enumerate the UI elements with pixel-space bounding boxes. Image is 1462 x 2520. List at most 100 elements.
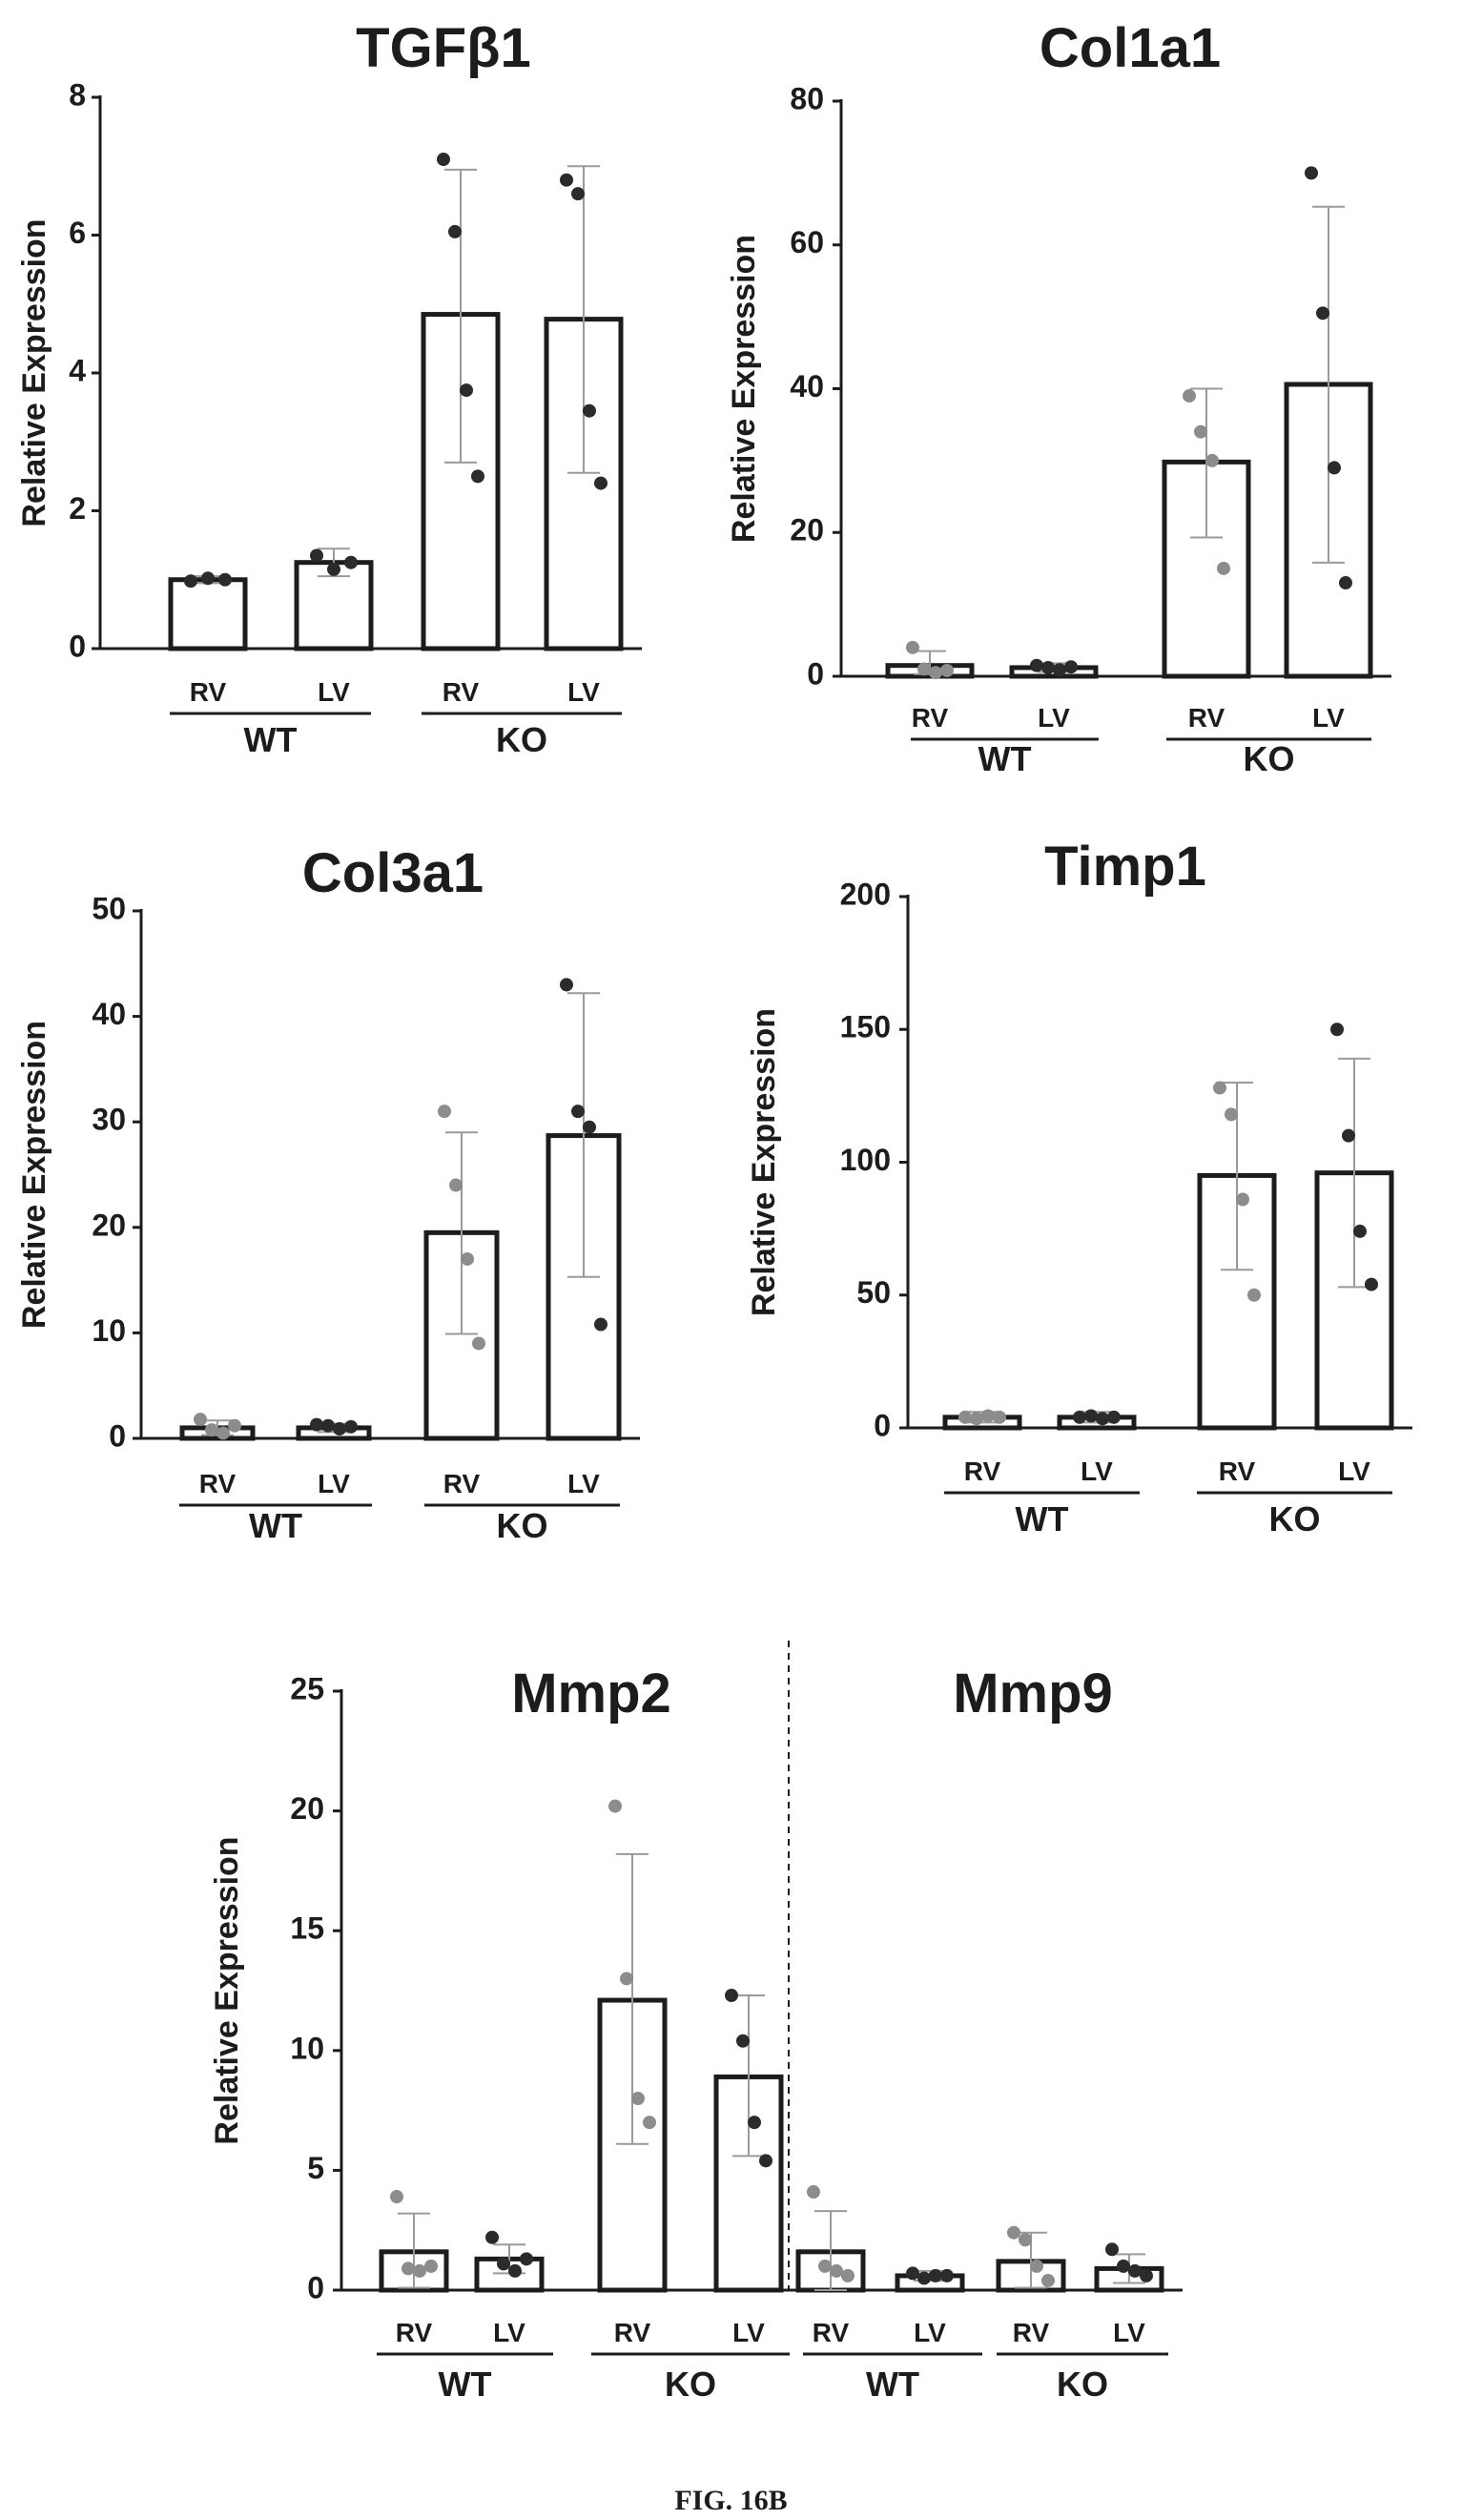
y-axis-label: Relative Expression	[726, 235, 762, 543]
data-point	[184, 574, 197, 589]
x-tick-label: LV	[567, 1469, 600, 1498]
group-label: KO	[1057, 2365, 1108, 2404]
data-point	[471, 469, 484, 484]
data-point	[1140, 2268, 1153, 2282]
group-label: WT	[244, 720, 298, 759]
bar	[544, 317, 624, 651]
data-point	[1096, 1412, 1109, 1426]
y-tick-label: 200	[840, 877, 891, 911]
chart-tgfb1: TGFβ1 Relative Expression 0 2 4 6 8 RV LV RV LV WT K…	[16, 17, 642, 759]
chart-title: Col1a1	[1040, 17, 1221, 79]
data-point	[449, 1178, 463, 1192]
data-point	[1030, 658, 1043, 672]
data-point	[1353, 1224, 1367, 1238]
data-point	[1225, 1107, 1238, 1122]
data-point	[216, 1426, 230, 1440]
y-tick-label: 4	[69, 353, 86, 387]
data-point	[1073, 1410, 1086, 1424]
data-point	[807, 2185, 820, 2200]
data-point	[460, 383, 473, 398]
x-tick-label: LV	[1312, 703, 1345, 733]
data-point	[218, 572, 232, 587]
y-tick-label: 50	[92, 891, 126, 925]
x-tick-label: LV	[1338, 1456, 1370, 1486]
chart-title: TGFβ1	[356, 17, 531, 79]
x-tick-label: RV	[1188, 703, 1225, 733]
data-point	[993, 1410, 1006, 1424]
chart-title: Mmp9	[953, 1663, 1113, 1725]
chart-mmp: Mmp2 Mmp9 Relative Expression 0 5 10 15 20 25 RV L…	[209, 1641, 1183, 2404]
x-tick-label: LV	[493, 2318, 525, 2347]
data-point	[571, 187, 585, 201]
data-point	[402, 2262, 415, 2276]
y-tick-label: 25	[290, 1671, 324, 1705]
data-point	[461, 1251, 474, 1266]
data-point	[310, 548, 323, 563]
x-tick-label: LV	[318, 677, 350, 707]
data-point	[413, 2263, 426, 2278]
data-point	[485, 2230, 499, 2244]
data-point	[327, 562, 340, 576]
data-point	[929, 2268, 942, 2282]
chart-title: Col3a1	[302, 842, 484, 904]
y-tick-label: 40	[92, 997, 126, 1031]
bar	[597, 1997, 668, 2293]
data-point	[1183, 389, 1196, 403]
data-point	[201, 571, 215, 586]
data-point	[1194, 424, 1207, 439]
data-point	[906, 2266, 919, 2281]
x-tick-label: RV	[912, 703, 949, 733]
data-point	[841, 2268, 855, 2282]
data-point	[1105, 2242, 1119, 2257]
y-tick-label: 20	[290, 1791, 324, 1826]
data-point	[228, 1418, 241, 1433]
data-point	[508, 2263, 522, 2278]
figure-caption: FIG. 16B	[674, 2485, 788, 2516]
data-point	[594, 476, 607, 490]
data-point	[736, 2034, 750, 2048]
x-tick-label: LV	[1113, 2318, 1145, 2347]
data-point	[1236, 1192, 1249, 1207]
y-tick-label: 15	[290, 1911, 324, 1946]
data-point	[1041, 660, 1055, 674]
x-tick-label: RV	[1219, 1456, 1256, 1486]
data-point	[1007, 2225, 1020, 2240]
data-point	[917, 2271, 931, 2285]
data-point	[560, 173, 573, 187]
y-tick-label: 2	[69, 491, 86, 526]
y-tick-label: 60	[790, 225, 824, 259]
y-axis-label: Relative Expression	[209, 1836, 245, 2144]
y-tick-label: 150	[840, 1010, 891, 1044]
data-point	[1328, 461, 1341, 475]
data-point	[1205, 453, 1219, 467]
y-tick-label: 50	[856, 1275, 891, 1310]
y-tick-label: 30	[92, 1103, 126, 1137]
group-label: KO	[496, 720, 547, 759]
group-label: WT	[978, 739, 1032, 778]
y-tick-label: 0	[807, 656, 824, 691]
data-point	[1128, 2263, 1142, 2278]
data-point	[981, 1409, 995, 1423]
data-point	[906, 640, 919, 654]
y-tick-label: 5	[307, 2151, 324, 2185]
data-point	[940, 2268, 954, 2282]
data-point	[438, 1105, 451, 1119]
x-tick-label: LV	[318, 1469, 350, 1498]
x-tick-label: RV	[813, 2318, 850, 2347]
data-point	[748, 2116, 761, 2130]
data-point	[583, 403, 596, 418]
data-point	[1316, 306, 1329, 320]
data-point	[1084, 1409, 1098, 1423]
data-point	[759, 2154, 772, 2168]
x-tick-label: RV	[964, 1456, 1001, 1486]
data-point	[344, 1419, 358, 1434]
data-point	[560, 978, 573, 992]
x-tick-label: RV	[199, 1469, 237, 1498]
data-point	[1107, 1410, 1121, 1424]
x-tick-label: LV	[1081, 1456, 1113, 1486]
data-point	[929, 666, 942, 680]
chart-col1a1: Col1a1 Relative Expression 0 20 40 60 80 RV LV RV…	[726, 17, 1391, 778]
data-point	[321, 1418, 335, 1433]
group-label: WT	[439, 2365, 492, 2404]
data-point	[958, 1410, 972, 1424]
